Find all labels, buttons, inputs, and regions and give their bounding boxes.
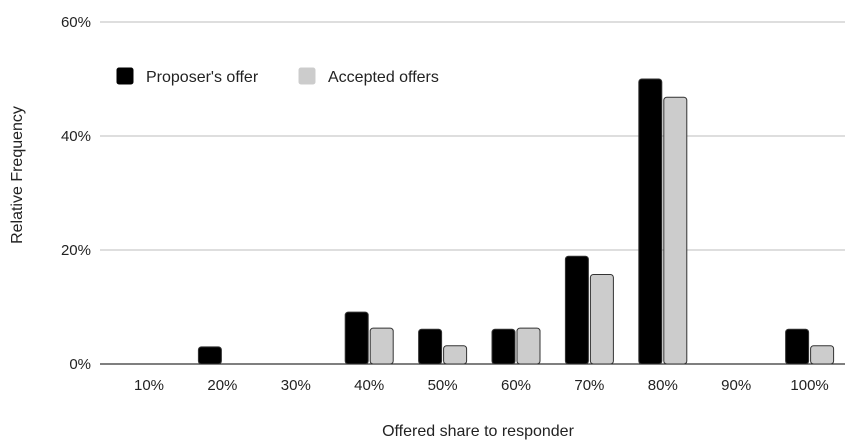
x-tick-label: 20% <box>207 377 237 394</box>
x-tick-label: 40% <box>354 377 384 394</box>
legend-swatch <box>298 67 316 85</box>
gridlines <box>100 21 845 365</box>
bar-proposer-offer <box>418 328 443 365</box>
y-tick-label: 60% <box>61 14 91 31</box>
legend-label: Accepted offers <box>328 69 439 86</box>
x-tick-label: 50% <box>428 377 458 394</box>
y-axis-label: Relative Frequency <box>9 106 26 244</box>
bar-accepted-offers <box>589 274 614 365</box>
bar-proposer-offer <box>638 78 663 365</box>
bar-accepted-offers <box>663 96 688 365</box>
x-tick-label: 70% <box>574 377 604 394</box>
bar-accepted-offers <box>810 345 835 365</box>
legend-swatch <box>116 67 134 85</box>
y-tick-label: 20% <box>61 242 91 259</box>
x-tick-label: 10% <box>134 377 164 394</box>
bars <box>197 78 835 365</box>
y-tick-label: 40% <box>61 128 91 145</box>
bar-proposer-offer <box>491 328 516 365</box>
x-tick-label: 90% <box>721 377 751 394</box>
x-tick-label: 80% <box>648 377 678 394</box>
x-axis-tick-labels: 10% 20% 30% 40% 50% 60% 70% 80% 90% 100% <box>134 377 829 394</box>
x-axis-label: Offered share to responder <box>382 423 574 440</box>
y-axis-tick-labels: 0% 20% 40% 60% <box>61 14 91 373</box>
bar-proposer-offer <box>344 311 369 365</box>
bar-accepted-offers <box>516 327 541 365</box>
bar-proposer-offer <box>564 255 589 365</box>
legend-label: Proposer's offer <box>146 69 259 86</box>
legend-item: Proposer's offer <box>116 67 259 86</box>
bar-proposer-offer <box>197 346 222 365</box>
bar-proposer-offer <box>785 328 810 365</box>
bar-accepted-offers <box>369 327 394 365</box>
x-tick-label: 100% <box>790 377 828 394</box>
y-tick-label: 0% <box>69 356 91 373</box>
x-tick-label: 60% <box>501 377 531 394</box>
x-tick-label: 30% <box>281 377 311 394</box>
bar-accepted-offers <box>443 345 468 365</box>
legend: Proposer's offer Accepted offers <box>116 67 439 86</box>
legend-item: Accepted offers <box>298 67 439 86</box>
